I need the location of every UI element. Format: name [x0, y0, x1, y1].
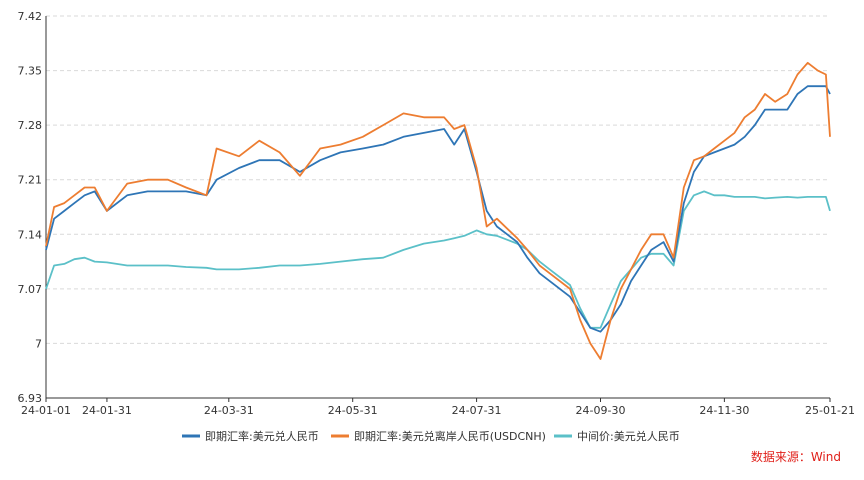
series-line [45, 85, 831, 333]
x-tick-label: 24-03-31 [204, 404, 254, 417]
y-tick-label: 7.42 [18, 10, 43, 23]
x-tick-label: 24-01-01 [21, 404, 71, 417]
x-tick-label: 24-07-31 [452, 404, 502, 417]
series-line [45, 190, 831, 329]
x-tick-label: 25-01-21 [805, 404, 855, 417]
legend-label: 中间价:美元兑人民币 [577, 429, 680, 443]
y-tick-label: 7.21 [18, 174, 43, 187]
y-tick-label: 6.93 [18, 392, 43, 405]
y-tick-label: 7.07 [18, 283, 43, 296]
y-tick-label: 7 [35, 337, 42, 350]
x-tick-label: 24-05-31 [328, 404, 378, 417]
series-line [45, 61, 831, 360]
legend-label: 即期汇率:美元兑人民币 [205, 429, 319, 443]
source-label: 数据来源：Wind [751, 449, 841, 464]
y-tick-label: 7.14 [18, 228, 43, 241]
grid-lines [46, 15, 830, 344]
series-lines [45, 61, 831, 360]
legend-label: 即期汇率:美元兑离岸人民币(USDCNH) [354, 429, 546, 443]
x-tick-label: 24-09-30 [576, 404, 626, 417]
y-tick-label: 7.35 [18, 65, 43, 78]
legend: 即期汇率:美元兑人民币 即期汇率:美元兑离岸人民币(USDCNH) 中间价:美元兑人… [182, 429, 680, 443]
x-tick-label: 24-01-31 [82, 404, 132, 417]
x-tick-label: 24-11-30 [699, 404, 749, 417]
y-tick-label: 7.28 [18, 119, 43, 132]
